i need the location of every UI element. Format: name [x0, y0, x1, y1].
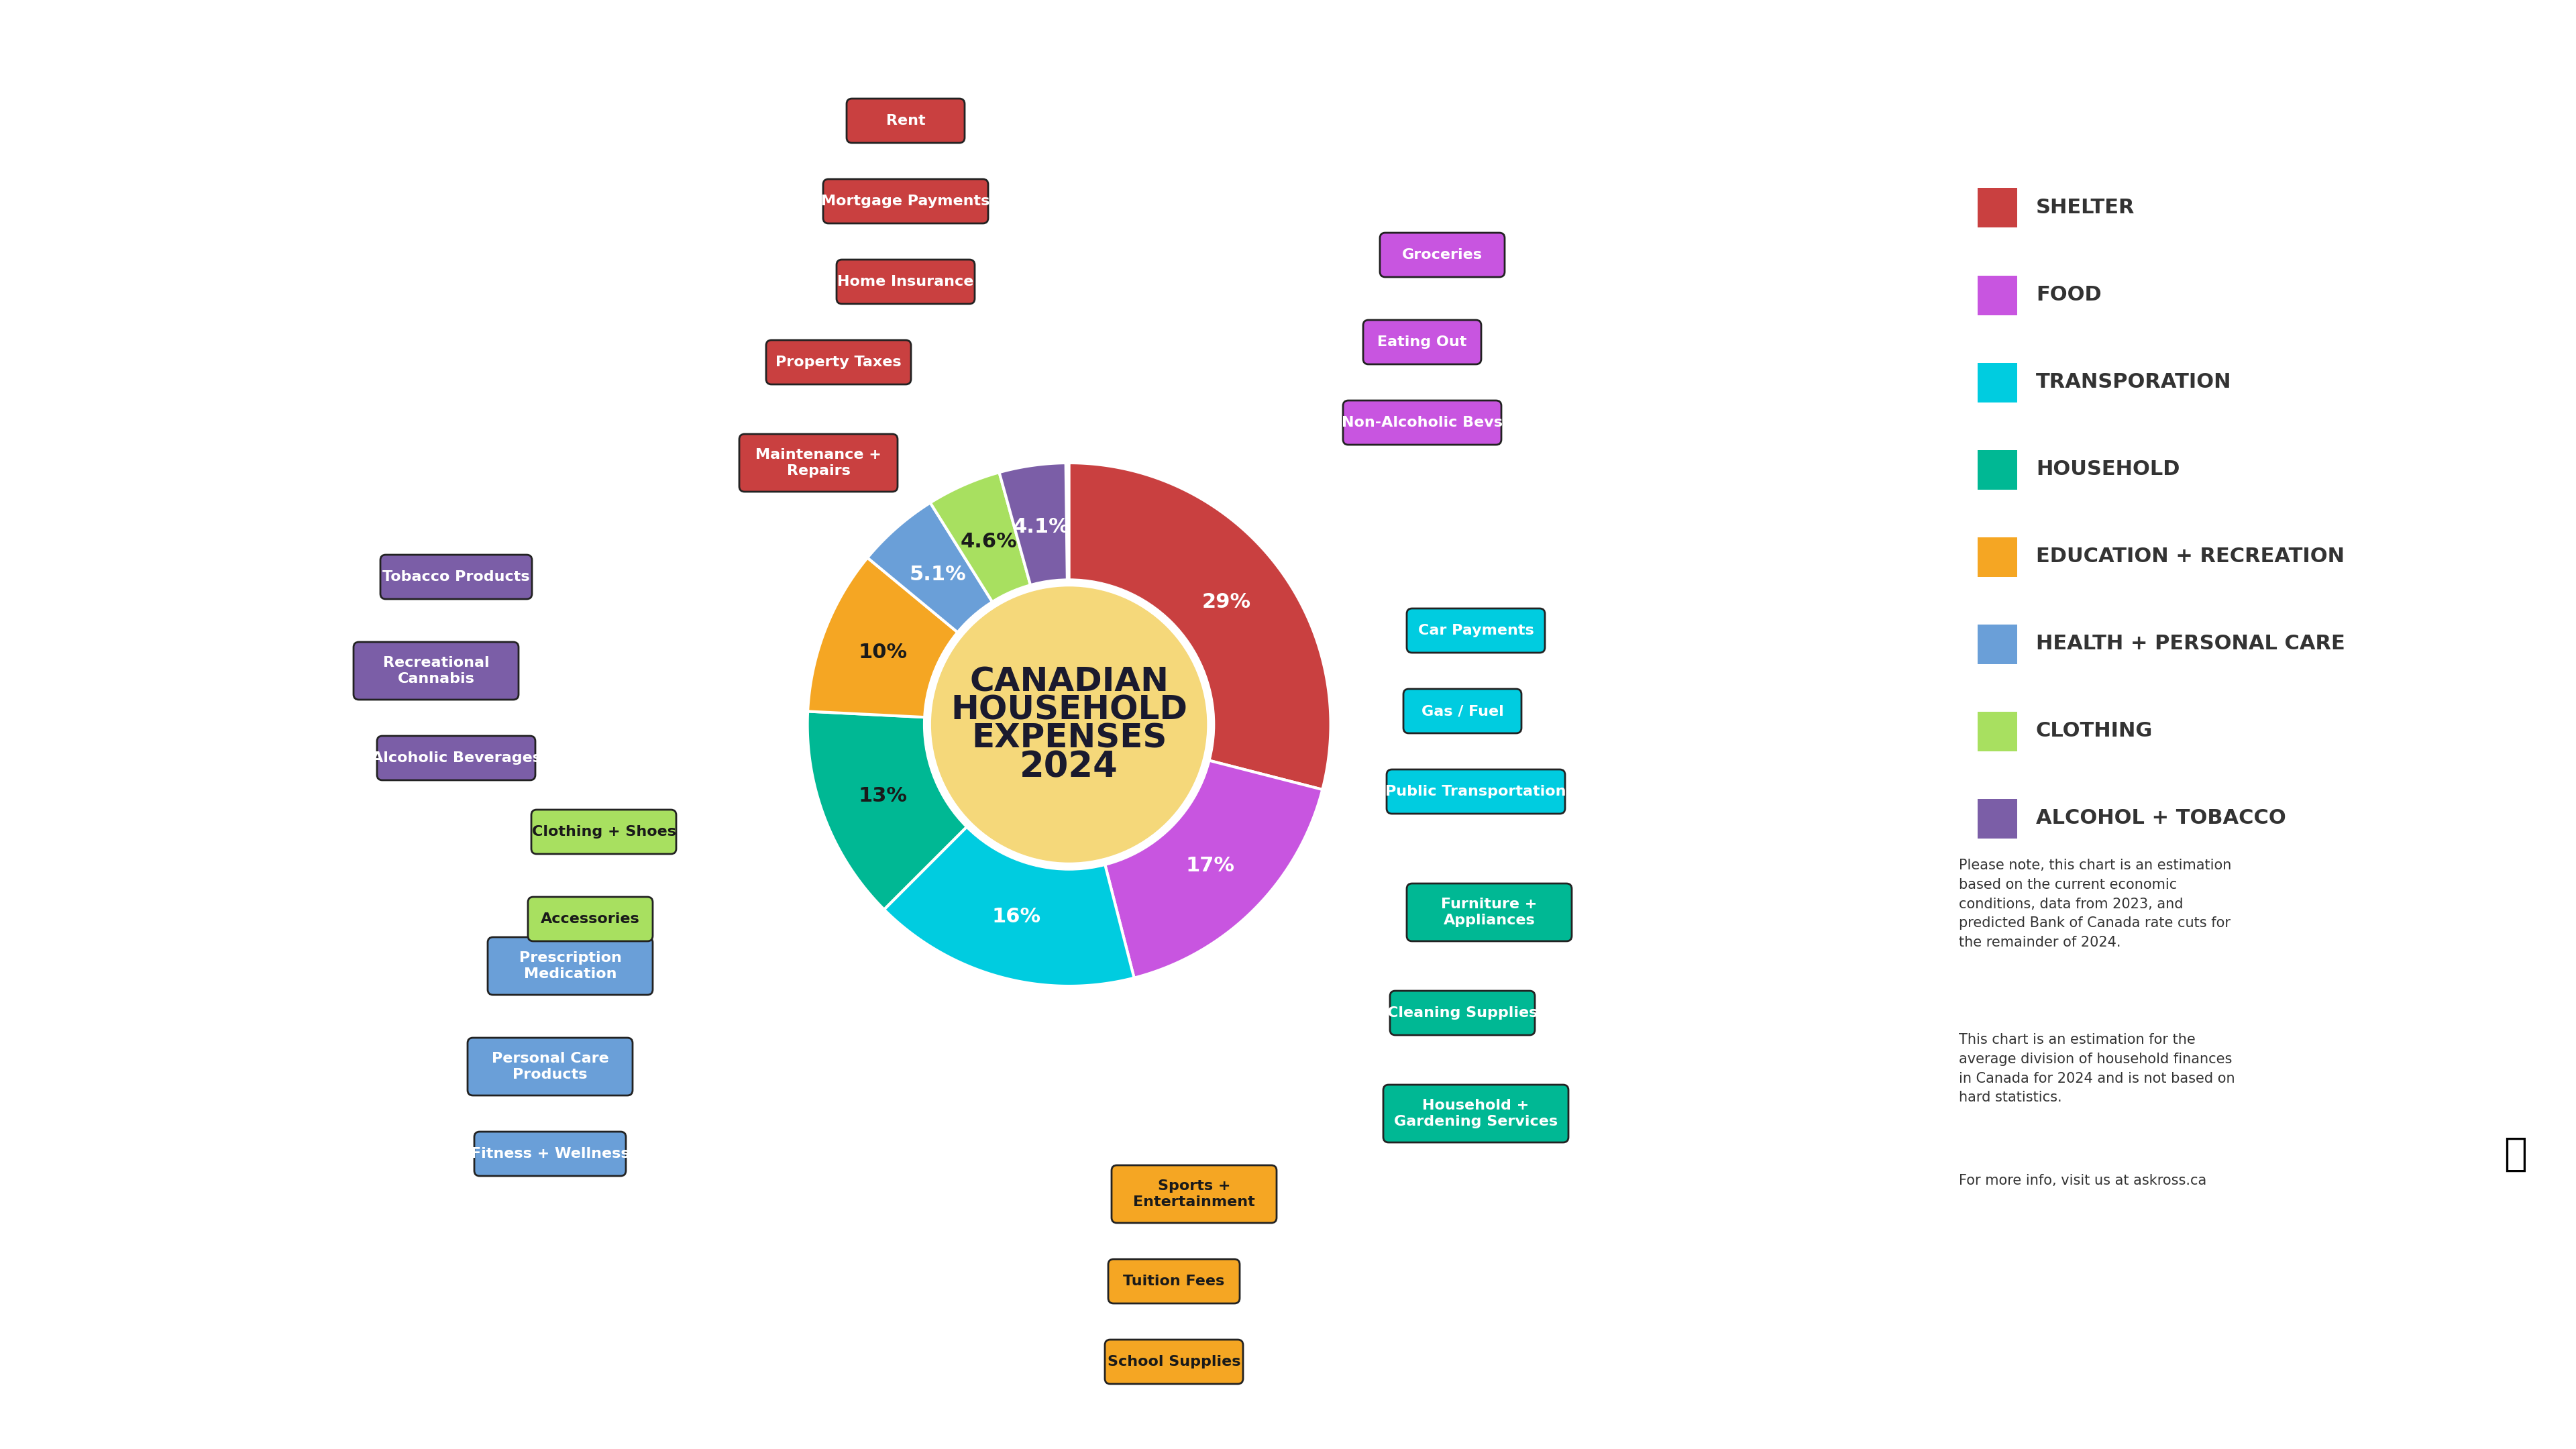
FancyBboxPatch shape	[1381, 233, 1504, 277]
Text: Car Payments: Car Payments	[1417, 625, 1533, 638]
Text: 🏠: 🏠	[2504, 1135, 2527, 1172]
FancyBboxPatch shape	[381, 555, 533, 598]
FancyBboxPatch shape	[353, 642, 518, 700]
Text: Maintenance +
Repairs: Maintenance + Repairs	[755, 448, 881, 477]
Text: Please note, this chart is an estimation
based on the current economic
condition: Please note, this chart is an estimation…	[1958, 859, 2231, 949]
Text: Accessories: Accessories	[541, 913, 639, 926]
Text: Cleaning Supplies: Cleaning Supplies	[1386, 1006, 1538, 1020]
Text: This chart is an estimation for the
average division of household finances
in Ca: This chart is an estimation for the aver…	[1958, 1033, 2236, 1104]
Text: Tuition Fees: Tuition Fees	[1123, 1275, 1224, 1288]
Text: For more info, visit us at askross.ca: For more info, visit us at askross.ca	[1958, 1174, 2208, 1187]
FancyBboxPatch shape	[1978, 798, 2017, 838]
Polygon shape	[1103, 759, 1321, 978]
FancyBboxPatch shape	[376, 736, 536, 780]
Text: Gas / Fuel: Gas / Fuel	[1422, 704, 1504, 717]
Text: 2024: 2024	[1020, 749, 1118, 784]
Text: HOUSEHOLD: HOUSEHOLD	[2035, 459, 2179, 480]
Text: FOOD: FOOD	[2035, 285, 2102, 304]
Text: Public Transportation: Public Transportation	[1386, 785, 1566, 798]
Text: 17%: 17%	[1185, 856, 1234, 875]
Text: TRANSPORATION: TRANSPORATION	[2035, 372, 2231, 393]
FancyBboxPatch shape	[1404, 688, 1522, 733]
FancyBboxPatch shape	[1383, 1085, 1569, 1142]
FancyBboxPatch shape	[1386, 769, 1566, 814]
Circle shape	[922, 580, 1216, 869]
Text: Eating Out: Eating Out	[1378, 335, 1466, 349]
FancyBboxPatch shape	[1978, 275, 2017, 314]
Text: 5.1%: 5.1%	[909, 565, 966, 584]
Text: 16%: 16%	[992, 907, 1041, 927]
Polygon shape	[884, 822, 1133, 987]
Polygon shape	[999, 462, 1066, 593]
FancyBboxPatch shape	[1363, 320, 1481, 364]
Text: ALCOHOL + TOBACCO: ALCOHOL + TOBACCO	[2035, 809, 2285, 829]
FancyBboxPatch shape	[474, 1132, 626, 1177]
Text: SHELTER: SHELTER	[2035, 199, 2136, 217]
Text: Furniture +
Appliances: Furniture + Appliances	[1440, 898, 1538, 927]
FancyBboxPatch shape	[1978, 538, 2017, 577]
FancyBboxPatch shape	[765, 341, 912, 384]
Text: 4.6%: 4.6%	[961, 532, 1018, 552]
Text: Personal Care
Products: Personal Care Products	[492, 1052, 608, 1081]
FancyBboxPatch shape	[487, 938, 652, 995]
FancyBboxPatch shape	[1978, 362, 2017, 403]
Text: Recreational
Cannabis: Recreational Cannabis	[384, 656, 489, 685]
Text: 10%: 10%	[858, 642, 907, 662]
FancyBboxPatch shape	[1406, 609, 1546, 652]
Text: Home Insurance: Home Insurance	[837, 275, 974, 288]
FancyBboxPatch shape	[848, 99, 963, 143]
FancyBboxPatch shape	[1978, 711, 2017, 751]
Text: Sports +
Entertainment: Sports + Entertainment	[1133, 1179, 1255, 1208]
FancyBboxPatch shape	[1978, 449, 2017, 490]
Polygon shape	[868, 503, 997, 638]
FancyBboxPatch shape	[1108, 1259, 1239, 1304]
Text: Property Taxes: Property Taxes	[775, 355, 902, 369]
FancyBboxPatch shape	[1113, 1165, 1278, 1223]
Text: Mortgage Payments: Mortgage Payments	[822, 194, 989, 209]
Text: CLOTHING: CLOTHING	[2035, 722, 2154, 740]
FancyBboxPatch shape	[739, 435, 896, 491]
Text: 13%: 13%	[858, 787, 907, 806]
Text: School Supplies: School Supplies	[1108, 1355, 1242, 1368]
Text: EXPENSES: EXPENSES	[971, 723, 1167, 755]
FancyBboxPatch shape	[1342, 400, 1502, 445]
Polygon shape	[809, 558, 963, 717]
FancyBboxPatch shape	[1406, 884, 1571, 942]
FancyBboxPatch shape	[824, 180, 989, 223]
FancyBboxPatch shape	[837, 259, 974, 304]
Text: Clothing + Shoes: Clothing + Shoes	[531, 824, 675, 839]
FancyBboxPatch shape	[1391, 991, 1535, 1035]
Text: Rent: Rent	[886, 114, 925, 128]
Text: HOUSEHOLD: HOUSEHOLD	[951, 694, 1188, 726]
Text: Groceries: Groceries	[1401, 248, 1484, 262]
FancyBboxPatch shape	[1978, 188, 2017, 227]
Text: CANADIAN: CANADIAN	[969, 667, 1170, 698]
FancyBboxPatch shape	[1105, 1340, 1244, 1384]
Text: Household +
Gardening Services: Household + Gardening Services	[1394, 1100, 1558, 1129]
Polygon shape	[806, 711, 971, 910]
Text: EDUCATION + RECREATION: EDUCATION + RECREATION	[2035, 548, 2344, 567]
Circle shape	[933, 587, 1206, 862]
FancyBboxPatch shape	[1978, 625, 2017, 664]
Text: HEALTH + PERSONAL CARE: HEALTH + PERSONAL CARE	[2035, 635, 2344, 653]
Text: Alcoholic Beverages: Alcoholic Beverages	[371, 752, 541, 765]
Text: Non-Alcoholic Bevs: Non-Alcoholic Bevs	[1342, 416, 1502, 429]
Text: Fitness + Wellness: Fitness + Wellness	[471, 1148, 629, 1161]
Text: Prescription
Medication: Prescription Medication	[518, 952, 621, 981]
FancyBboxPatch shape	[531, 810, 677, 853]
FancyBboxPatch shape	[469, 1037, 634, 1095]
FancyBboxPatch shape	[528, 897, 652, 942]
Polygon shape	[1069, 462, 1332, 790]
Polygon shape	[930, 472, 1033, 609]
Text: Tobacco Products: Tobacco Products	[381, 571, 531, 584]
Text: 4.1%: 4.1%	[1012, 517, 1069, 536]
Text: 29%: 29%	[1203, 593, 1252, 611]
